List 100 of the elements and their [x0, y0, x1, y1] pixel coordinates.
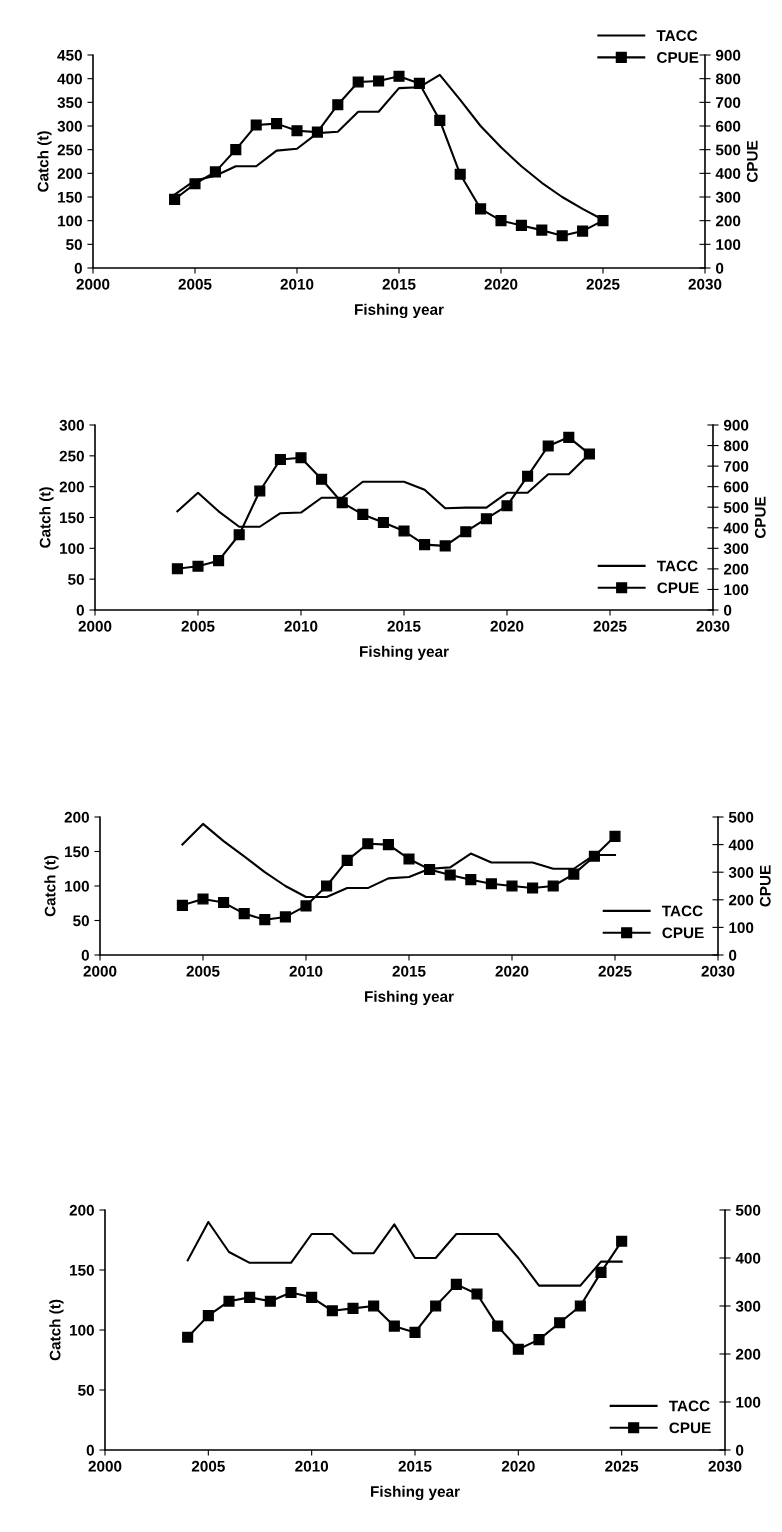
x-axis-title: Fishing year: [360, 645, 449, 661]
point: [233, 529, 245, 541]
point: [223, 1295, 235, 1307]
y-tick-label: 200: [57, 168, 82, 180]
point: [450, 1278, 462, 1290]
x-tick-label: 2005: [186, 965, 220, 977]
point: [169, 193, 181, 205]
y-tick-label: 0: [86, 1444, 94, 1456]
y-tick-label: 50: [68, 574, 84, 585]
y-tick-label: 100: [70, 1324, 94, 1336]
y2-tick-label: 900: [715, 49, 741, 61]
point: [554, 1317, 566, 1329]
x-tick-label: 2025: [598, 965, 632, 977]
y-tick-label: 300: [59, 419, 84, 431]
x-tick-label: 2025: [593, 620, 627, 632]
point: [430, 1300, 442, 1312]
point: [609, 830, 621, 842]
y2-tick-label: 300: [715, 191, 741, 203]
y2-tick-label: 200: [723, 563, 749, 575]
x-tick-label: 2005: [178, 278, 212, 290]
point: [213, 555, 225, 567]
point: [377, 516, 389, 528]
y-axis-title: Catch (t): [37, 131, 52, 192]
x-axis-title: Fishing year: [365, 990, 454, 1006]
point: [306, 1291, 318, 1303]
x-tick-label: 2030: [688, 278, 722, 290]
point: [202, 1310, 214, 1322]
point: [419, 539, 431, 551]
point: [471, 1288, 483, 1300]
y-tick-label: 150: [70, 1264, 94, 1276]
x-tick-label: 2010: [284, 620, 318, 632]
point: [336, 497, 348, 509]
x-axis-title: Fishing year: [355, 303, 444, 319]
point: [279, 911, 291, 923]
point: [192, 560, 204, 572]
x-tick-label: 2000: [88, 1460, 122, 1472]
y2-tick-label: 200: [735, 1348, 761, 1360]
y-tick-label: 250: [57, 144, 82, 156]
x-tick-label: 2005: [181, 620, 215, 632]
legend-label: TACC: [668, 1400, 710, 1412]
y-tick-label: 150: [60, 512, 84, 524]
point: [244, 1291, 256, 1303]
point: [259, 914, 271, 926]
point: [522, 470, 534, 482]
point: [577, 225, 589, 237]
point: [595, 1266, 607, 1278]
point: [512, 1343, 524, 1355]
point: [271, 118, 283, 130]
y-tick-label: 200: [69, 1204, 94, 1216]
y-axis-title: Catch (t): [49, 1299, 64, 1361]
point: [274, 453, 286, 466]
point: [316, 473, 328, 485]
point: [424, 863, 436, 875]
x-tick-label: 2005: [191, 1460, 225, 1472]
point: [413, 77, 425, 89]
point: [398, 525, 410, 537]
y2-tick-label: 0: [736, 1444, 744, 1456]
legend-label: CPUE: [669, 1422, 711, 1434]
x-tick-label: 2020: [495, 965, 529, 977]
point: [480, 513, 492, 525]
y2-tick-label: 300: [728, 867, 754, 878]
x-tick-label: 2015: [392, 965, 426, 977]
y-tick-label: 0: [76, 604, 84, 616]
legend-label: TACC: [661, 905, 703, 917]
y2-tick-label: 800: [715, 73, 741, 85]
y2-tick-label: 0: [716, 262, 724, 274]
point: [547, 880, 559, 892]
point: [393, 70, 405, 82]
y-tick-label: 50: [78, 1384, 94, 1396]
point: [182, 1331, 194, 1343]
y-tick-label: 200: [64, 811, 89, 823]
point: [362, 838, 374, 850]
point: [475, 203, 487, 215]
x-tick-label: 2010: [295, 1460, 329, 1472]
y2-tick-label: 500: [723, 502, 749, 513]
y-tick-label: 100: [65, 880, 89, 892]
y-tick-label: 150: [65, 846, 89, 858]
point: [574, 1300, 586, 1312]
point: [403, 853, 415, 865]
y2-tick-label: 400: [728, 839, 754, 851]
point: [189, 178, 201, 190]
point: [341, 854, 353, 866]
point: [515, 219, 527, 231]
y2-axis-title: CPUE: [759, 865, 771, 907]
x-tick-label: 2030: [696, 620, 730, 632]
point: [352, 76, 364, 88]
y2-tick-label: 700: [724, 460, 749, 472]
point: [465, 874, 477, 886]
y2-tick-label: 700: [716, 97, 741, 109]
point: [568, 868, 580, 880]
point: [176, 899, 188, 911]
y2-tick-label: 200: [728, 894, 754, 906]
point: [209, 166, 221, 178]
x-tick-label: 2015: [398, 1460, 432, 1472]
y2-tick-label: 500: [728, 811, 754, 823]
y-tick-label: 450: [57, 49, 82, 61]
x-tick-label: 2020: [484, 278, 518, 290]
legend-label: CPUE: [662, 927, 704, 939]
y-axis-title: Catch (t): [44, 855, 59, 917]
y-tick-label: 50: [66, 239, 82, 251]
